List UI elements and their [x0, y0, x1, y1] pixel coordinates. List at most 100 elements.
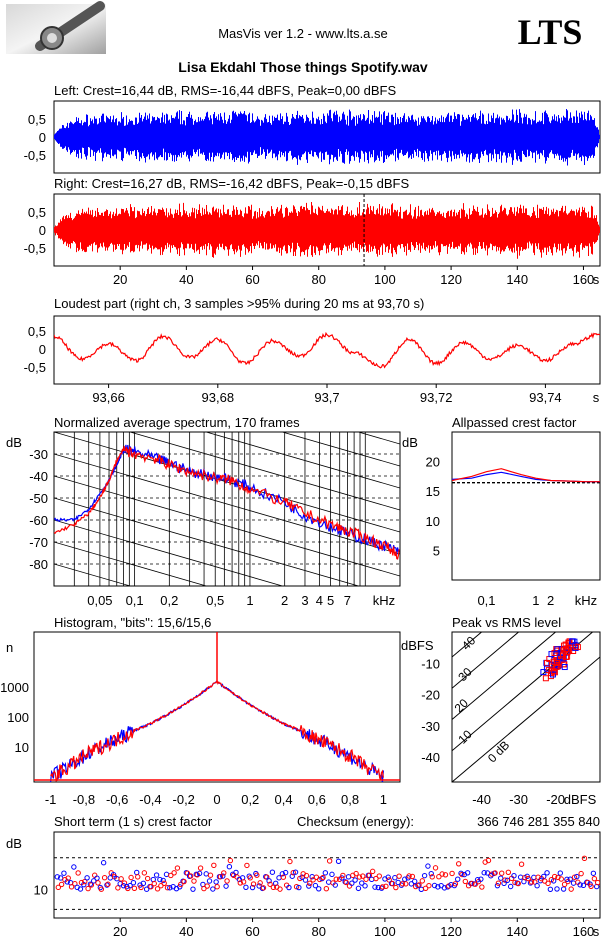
short-crest-point: [282, 869, 289, 876]
spectrum-slope-line: [54, 497, 360, 586]
short-crest-point: [409, 873, 416, 880]
short-crest-point: [560, 886, 567, 892]
short-crest-point: [213, 879, 219, 885]
left-ytick: 0: [39, 130, 46, 145]
short-crest-point: [399, 881, 406, 887]
short-crest-point: [72, 881, 78, 887]
short-crest-point: [217, 874, 224, 880]
short-crest-point: [240, 879, 247, 885]
allpassed-ytick: 10: [426, 514, 440, 529]
short-crest-point: [55, 884, 62, 891]
pvr-ytick: -20: [421, 688, 440, 703]
short-crest-point: [436, 874, 442, 880]
right-xtick-label: 160: [573, 272, 595, 287]
short-crest-point: [244, 862, 250, 869]
short-crest-point: [422, 885, 429, 892]
loudest-xtick-label: 93,74: [529, 390, 562, 405]
short-crest-point: [286, 884, 292, 891]
loudest-plot-frame: [53, 315, 601, 385]
histogram-xtick: -0,8: [73, 792, 95, 807]
spectrum-slope-line: [54, 563, 132, 586]
pvr-ylabel: dBFS: [401, 638, 434, 653]
short-crest-point: [455, 876, 461, 882]
histogram-xtick: 0,4: [275, 792, 293, 807]
short-crest-point: [290, 870, 296, 876]
right-xtick-label: 40: [179, 272, 193, 287]
spectrum-ytick: -80: [29, 557, 48, 572]
checksum-value: 366 746 281 355 840: [477, 814, 600, 829]
short-crest-point: [590, 870, 597, 876]
short-crest-point: [343, 879, 349, 886]
spectrum-xtick: 2: [281, 593, 288, 608]
short-crest-point: [512, 879, 518, 886]
allpassed-right-trace: [452, 468, 600, 483]
short-crest-point: [131, 885, 138, 892]
loudest-ytick: -0,5: [24, 360, 46, 375]
short-crest-point: [349, 880, 355, 886]
short-crest-point: [369, 868, 376, 875]
pvr-diag-label: 0 dB: [485, 738, 512, 765]
short-crest-point: [554, 886, 560, 892]
right-xtick-label: 120: [440, 272, 462, 287]
pvr-point: [554, 646, 561, 653]
loudest-ytick: 0: [39, 342, 46, 357]
loudest-title: Loudest part (right ch, 3 samples >95% d…: [54, 296, 424, 311]
spectrum-plot-frame: [53, 431, 401, 587]
right-waveform: [54, 194, 600, 266]
short-crest-plot-frame: [53, 831, 601, 919]
short-crest-point: [528, 879, 535, 885]
short-crest-point: [362, 883, 368, 889]
short-crest-point: [151, 880, 157, 887]
short-crest-point: [376, 873, 382, 879]
short-crest-point: [316, 886, 322, 892]
pvr-point: [549, 671, 556, 678]
short-crest-point: [257, 880, 263, 886]
spectrum-slope-line: [54, 322, 400, 422]
spectrum-xunit: kHz: [373, 593, 395, 608]
short-crest-point: [307, 880, 313, 886]
short-crest-point: [157, 876, 163, 883]
short-crest-point: [196, 870, 203, 877]
short-crest-point: [545, 880, 551, 887]
histogram-xtick: 0,2: [241, 792, 259, 807]
allpassed-ytick: 5: [433, 543, 440, 558]
short-crest-point: [547, 886, 554, 893]
pvr-ytick: -10: [421, 656, 440, 671]
pvr-diag-label: 40: [459, 633, 479, 653]
spectrum-ytick: -70: [29, 535, 48, 550]
short-crest-point: [154, 886, 161, 892]
short-crest-point: [406, 873, 412, 879]
short-crest-point: [197, 865, 204, 871]
short-crest-point: [352, 877, 358, 883]
short-crest-point: [429, 874, 435, 880]
loudest-x-ticks: 93,66 93,68 93,7 93,72 93,74 s: [92, 384, 600, 405]
short-crest-point: [588, 883, 594, 889]
short-crest-point: [81, 881, 87, 888]
short-crest-point: [221, 870, 227, 876]
right-xtick-label: 60: [245, 272, 259, 287]
short-crest-ylabel: dB: [6, 836, 22, 851]
right-y-ticks: 0,5 0 -0,5: [24, 205, 46, 256]
short-crest-point: [485, 857, 492, 864]
loudest-xtick-label: 93,72: [420, 390, 453, 405]
short-crest-xtick-label: 160: [573, 924, 595, 939]
short-crest-point: [492, 870, 498, 876]
short-crest-point: [574, 873, 580, 880]
short-crest-point: [191, 878, 197, 884]
short-crest-point: [426, 882, 432, 889]
spectrum-slope-line: [54, 630, 400, 730]
short-crest-point: [206, 878, 213, 884]
pvr-point: [542, 675, 549, 682]
short-crest-point: [378, 885, 385, 891]
short-crest-point: [567, 876, 573, 882]
pvr-point: [559, 652, 566, 659]
pvr-xtick: -30: [509, 792, 528, 807]
short-crest-point: [161, 880, 167, 886]
loudest-xtick-label: 93,68: [202, 390, 235, 405]
spectrum-xtick: 4: [316, 593, 323, 608]
short-crest-point: [416, 882, 422, 888]
histogram-xtick: -0,4: [139, 792, 161, 807]
short-crest-point: [472, 881, 478, 887]
short-crest-point: [558, 876, 564, 882]
short-crest-point: [525, 875, 531, 882]
